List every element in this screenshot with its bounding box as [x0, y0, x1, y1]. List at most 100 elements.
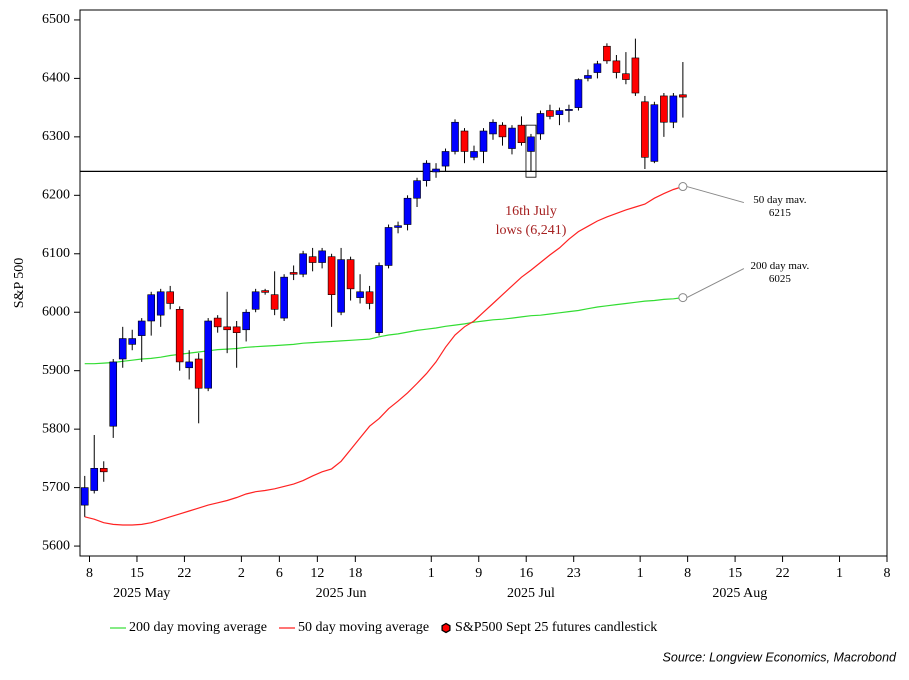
x-tick-label: 6 — [276, 566, 283, 581]
x-tick-label: 9 — [475, 566, 482, 581]
y-tick-label: 6300 — [42, 129, 70, 144]
candle-body — [441, 151, 450, 167]
candle-body — [289, 272, 298, 275]
y-tick-label: 6100 — [42, 246, 70, 261]
x-tick-label: 1 — [836, 566, 843, 581]
y-axis-label: S&P 500 — [12, 258, 27, 308]
x-tick-label: 22 — [177, 566, 191, 581]
candle-body — [223, 326, 231, 331]
candle-body — [166, 291, 174, 304]
candle-body — [346, 259, 355, 290]
legend-label: 50 day moving average — [298, 620, 429, 635]
candle-body — [175, 309, 184, 363]
candle-body — [451, 121, 459, 152]
y-tick-label: 6400 — [42, 71, 70, 86]
annotation-text: 16th July — [505, 204, 557, 219]
candle-body — [546, 110, 554, 117]
candle-body — [156, 291, 165, 316]
candle-body — [460, 130, 469, 152]
x-tick-label: 8 — [86, 566, 93, 581]
y-tick-label: 5800 — [42, 421, 70, 436]
candle-body — [280, 276, 288, 319]
candle-body — [593, 63, 602, 73]
candle-body — [584, 75, 592, 79]
end-label: 200 day mav. — [750, 260, 809, 272]
candle-body — [622, 73, 630, 80]
x-tick-label: 12 — [310, 566, 324, 581]
candle-body — [508, 127, 516, 149]
candle-body — [80, 487, 89, 506]
candle-body — [128, 338, 137, 345]
x-tick-label: 15 — [130, 566, 144, 581]
x-tick-label: 1 — [637, 566, 644, 581]
candle-body — [536, 113, 545, 135]
x-tick-label: 8 — [884, 566, 891, 581]
candle-body — [384, 227, 393, 266]
candle-body — [365, 291, 374, 304]
x-tick-label: 15 — [728, 566, 742, 581]
candle-body — [479, 130, 488, 152]
candle-body — [394, 225, 402, 228]
annotation-text: lows (6,241) — [496, 223, 567, 238]
candle-body — [422, 162, 431, 181]
candle-body — [299, 253, 307, 275]
y-tick-label: 6200 — [42, 188, 70, 203]
candle-body — [232, 326, 241, 333]
x-tick-label: 16 — [519, 566, 533, 581]
candle-body — [261, 290, 269, 293]
x-tick-label: 23 — [567, 566, 581, 581]
y-tick-label: 5900 — [42, 363, 70, 378]
candle-body — [194, 358, 203, 389]
candle-body — [669, 95, 678, 123]
end-label: 50 day mav. — [753, 194, 807, 206]
candle-body — [612, 60, 621, 73]
month-label: 2025 May — [113, 586, 170, 601]
candle-body — [679, 94, 687, 98]
candle-body — [327, 256, 336, 295]
month-label: 2025 Jul — [507, 586, 555, 601]
x-tick-label: 1 — [428, 566, 435, 581]
candle-body — [403, 197, 412, 225]
candle-body — [603, 45, 611, 62]
candle-body — [99, 468, 108, 473]
end-value-label: 6215 — [769, 207, 792, 219]
end-value-label: 6025 — [769, 273, 792, 285]
leader-line — [686, 186, 745, 204]
y-tick-label: 6000 — [42, 304, 70, 319]
candle-body — [641, 101, 649, 158]
x-tick-label: 2 — [238, 566, 245, 581]
candle-body — [242, 311, 250, 331]
candle-body — [213, 317, 222, 328]
candle-body — [185, 361, 193, 369]
y-tick-label: 5600 — [42, 538, 70, 553]
end-marker — [678, 182, 688, 192]
candle-body — [270, 294, 279, 310]
month-label: 2025 Aug — [712, 586, 767, 601]
candle-body — [565, 109, 573, 111]
y-tick-label: 6500 — [42, 12, 70, 27]
candle-body — [489, 121, 497, 135]
candle-body — [527, 136, 535, 152]
candle-body — [318, 250, 326, 263]
candle-body — [118, 338, 127, 360]
candle-body — [470, 151, 478, 158]
y-tick-label: 5700 — [42, 480, 70, 495]
candle-body — [650, 104, 659, 162]
plot-frame — [79, 9, 888, 557]
candle-body — [555, 110, 564, 115]
x-tick-label: 22 — [776, 566, 790, 581]
candle-body — [517, 124, 526, 144]
candle-body — [574, 79, 583, 108]
month-label: 2025 Jun — [316, 586, 367, 601]
candle-body — [109, 361, 118, 427]
candle-body — [308, 256, 317, 263]
candle-body — [432, 168, 440, 173]
x-tick-label: 18 — [348, 566, 362, 581]
candle-body — [356, 291, 364, 298]
moving-average-line — [84, 297, 683, 365]
candle-body — [147, 294, 156, 322]
legend-swatch — [441, 622, 451, 634]
leader-line — [686, 268, 745, 299]
end-marker — [678, 293, 688, 303]
